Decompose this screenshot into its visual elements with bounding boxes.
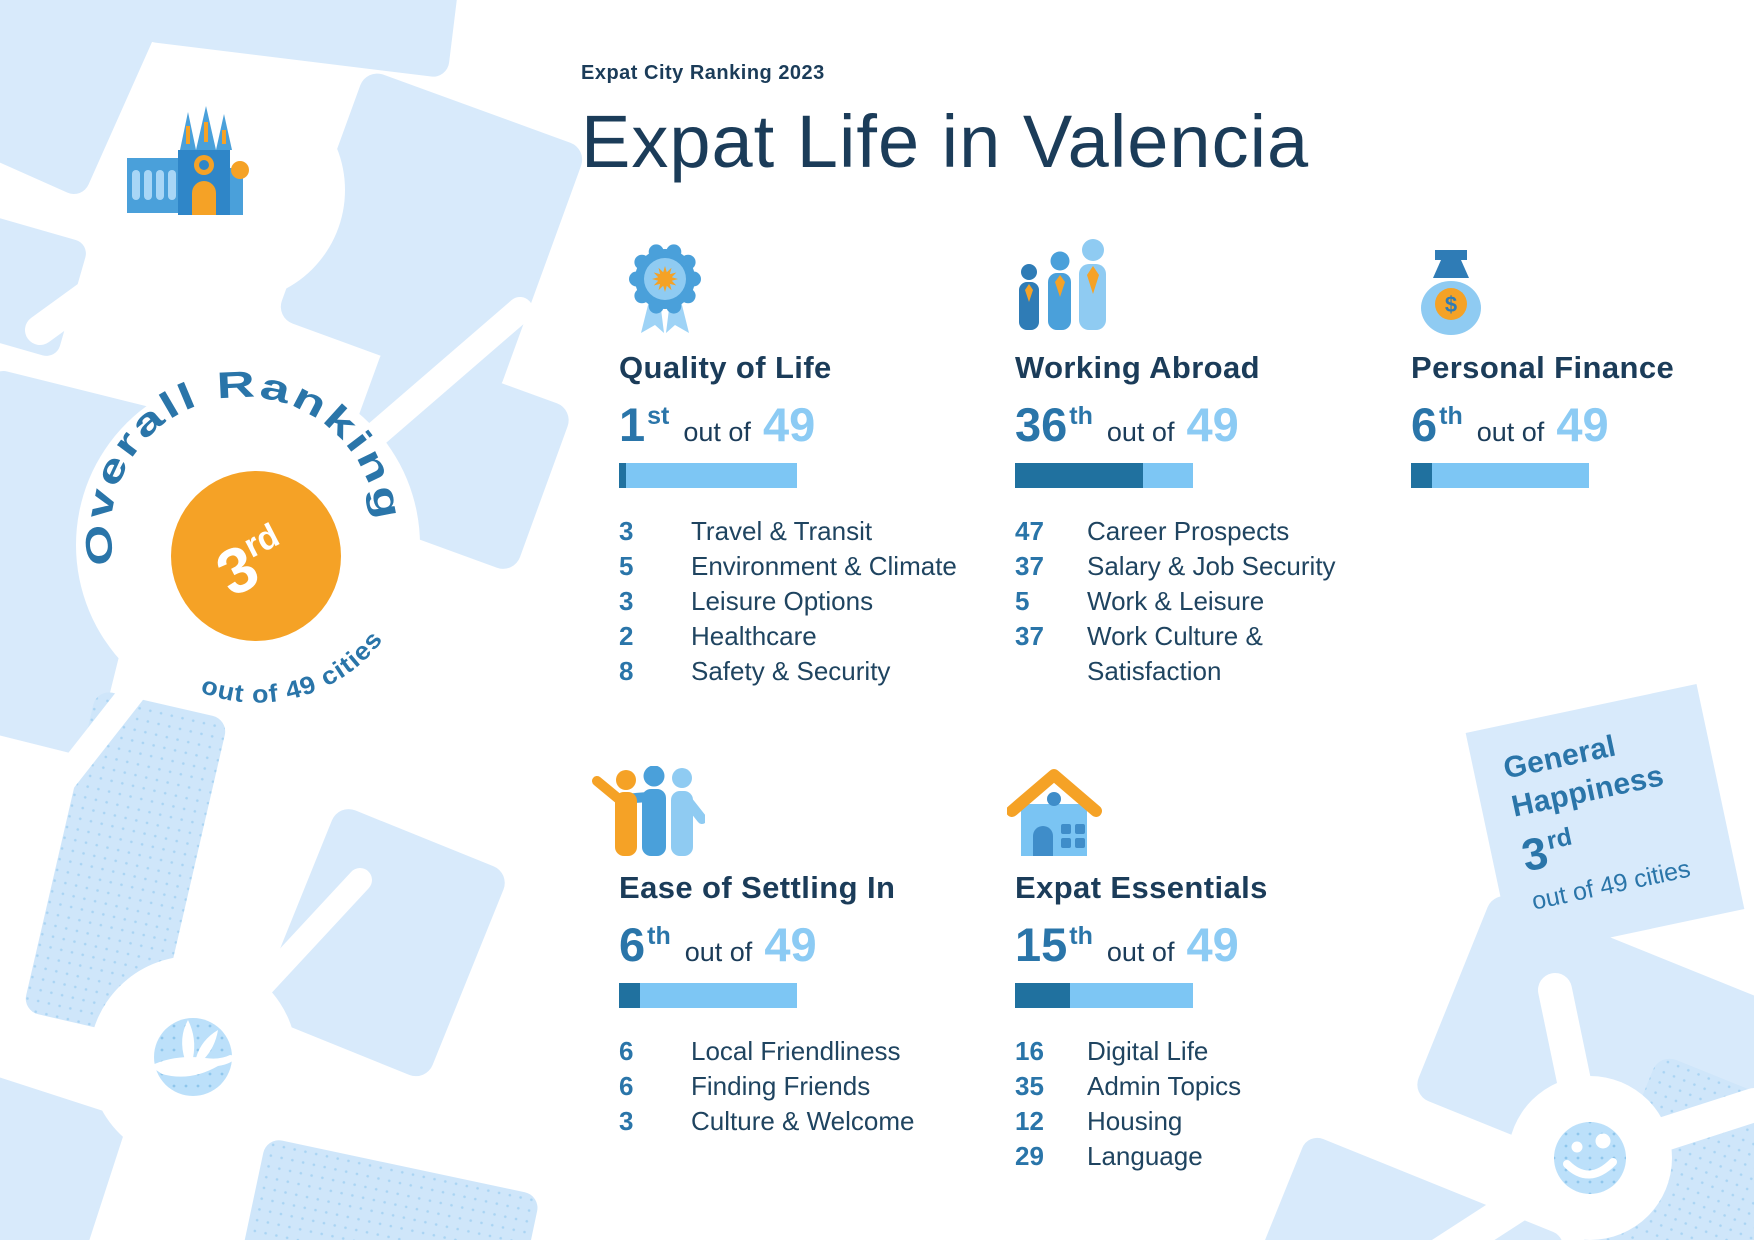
list-item: 5 Work & Leisure: [1015, 586, 1265, 616]
business-people-icon: [1019, 239, 1106, 330]
rank-bar: [1015, 983, 1193, 1008]
out-of-label: out of: [684, 937, 753, 967]
out-of-label: out of: [1106, 417, 1175, 447]
category-title: Ease of Settling In: [619, 870, 896, 905]
category-rank: 15th out of 49: [1015, 920, 1360, 970]
list-item: 35 Admin Topics: [1015, 1071, 1242, 1101]
rank-bar: [619, 983, 797, 1008]
list-item: 12 Housing: [1015, 1106, 1183, 1136]
bird-icon: [150, 1018, 238, 1096]
rank-number: 15th: [1015, 918, 1093, 971]
list-item: 5 Environment & Climate: [619, 551, 957, 581]
rank-total: 49: [764, 918, 817, 971]
house-icon: [1007, 769, 1102, 856]
out-of-label: out of: [1106, 937, 1175, 967]
subcategory-list: 3 Travel & Transit 5 Environment & Climate…: [619, 514, 964, 689]
rank-total: 49: [1186, 918, 1239, 971]
subcategory-list: 6 Local Friendliness 6 Finding Friends 3 Cu…: [619, 1034, 964, 1139]
list-item: 37 Work Culture & Satisfaction: [1015, 621, 1263, 686]
rank-bar: [1411, 463, 1589, 488]
list-item: 3 Culture & Welcome: [619, 1106, 915, 1136]
rank-total: 49: [762, 398, 816, 451]
rank-number: 6th: [619, 918, 671, 971]
category-rank: 6th out of 49: [619, 920, 964, 970]
overall-rank-circle: [171, 471, 341, 641]
category-card-working-abroad: Working Abroad 36th out of 49 47 Career P…: [1015, 238, 1360, 689]
medal-rosette-icon: [629, 244, 701, 333]
out-of-label: out of: [1476, 417, 1545, 447]
category-title: Quality of Life: [619, 350, 832, 385]
category-card-expat-essentials: Expat Essentials 15th out of 49 16 Digita…: [1007, 758, 1360, 1174]
list-item: 6 Local Friendliness: [619, 1036, 901, 1066]
general-happiness-card: General Happiness 3rd out of 49 cities: [1465, 683, 1745, 959]
header: Expat City Ranking 2023 Expat Life in Va…: [581, 62, 1309, 181]
list-item: 6 Finding Friends: [619, 1071, 871, 1101]
list-item: 37 Salary & Job Security: [1015, 551, 1336, 581]
rank-bar: [619, 463, 797, 488]
list-item: 2 Healthcare: [619, 621, 817, 651]
category-card-quality-of-life: Quality of Life 1st out of 49 3 Travel & …: [619, 238, 964, 689]
rank-number: 1st: [619, 398, 670, 451]
list-item: 3 Leisure Options: [619, 586, 874, 616]
list-item: 47 Career Prospects: [1015, 516, 1290, 546]
rank-total: 49: [1556, 398, 1609, 451]
list-item: 29 Language: [1015, 1141, 1203, 1171]
category-card-ease-of-settling-in: Ease of Settling In 6th out of 49 6 Local…: [592, 758, 964, 1139]
dollar-glyph: $: [1445, 292, 1457, 317]
rank-total: 49: [1186, 398, 1239, 451]
subcategory-list: 47 Career Prospects 37 Salary & Job Securi…: [1015, 514, 1360, 689]
category-rank: 6th out of 49: [1411, 400, 1754, 450]
cathedral-icon: [127, 106, 249, 215]
map-road-circles: [76, 78, 1672, 1240]
out-of-label: out of: [683, 417, 751, 447]
rank-bar: [1015, 463, 1193, 488]
list-item: 8 Safety & Security: [619, 656, 891, 686]
page-title: Expat Life in Valencia: [581, 100, 1310, 183]
category-rank: 1st out of 49: [619, 400, 964, 450]
category-title: Working Abroad: [1015, 350, 1260, 385]
subcategory-list: 16 Digital Life 35 Admin Topics 12 Housing …: [1015, 1034, 1360, 1174]
kicker: Expat City Ranking 2023: [581, 62, 825, 84]
category-card-personal-finance: $ Personal Finance 6th out of 49: [1411, 238, 1754, 488]
category-rank: 36th out of 49: [1015, 400, 1360, 450]
smiley-icon: [1554, 1122, 1626, 1194]
money-bag-icon: $: [1421, 250, 1481, 335]
category-title: Expat Essentials: [1015, 870, 1268, 905]
rank-number: 6th: [1411, 398, 1463, 451]
list-item: 3 Travel & Transit: [619, 516, 873, 546]
list-item: 16 Digital Life: [1015, 1036, 1209, 1066]
rank-number: 36th: [1015, 398, 1093, 451]
category-title: Personal Finance: [1411, 350, 1675, 385]
friends-icon: [592, 766, 705, 856]
